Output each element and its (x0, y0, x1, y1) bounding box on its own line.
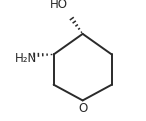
Text: HO: HO (50, 0, 68, 11)
Text: H₂N: H₂N (15, 52, 37, 65)
Text: O: O (78, 102, 87, 115)
